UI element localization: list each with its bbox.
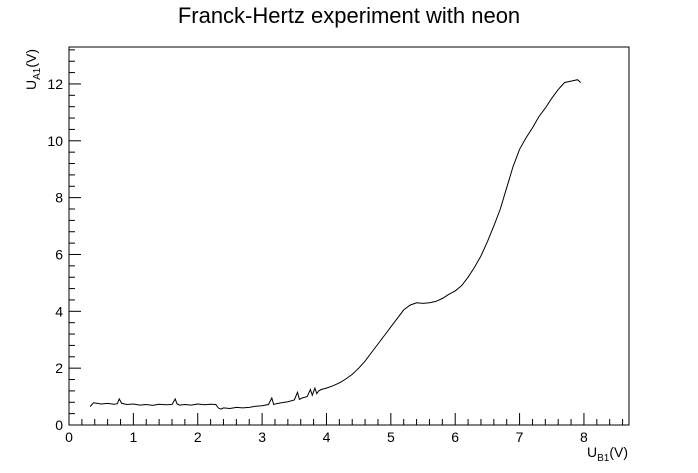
x-tick-label: 7 <box>516 429 524 445</box>
x-axis-label-main: U <box>587 444 597 460</box>
chart-title: Franck-Hertz experiment with neon <box>178 3 520 28</box>
y-tick-label: 0 <box>55 417 63 433</box>
y-tick-label: 2 <box>55 360 63 376</box>
x-tick-label: 1 <box>129 429 137 445</box>
x-tick-label: 6 <box>451 429 459 445</box>
plot-frame <box>68 46 630 426</box>
y-tick-label: 8 <box>55 190 63 206</box>
y-tick-label: 10 <box>47 133 63 149</box>
x-axis-label-unit: (V) <box>609 444 628 460</box>
y-axis-label-main: U <box>23 80 39 90</box>
y-axis-label-unit: (V) <box>23 49 39 68</box>
x-axis-label: UB1(V) <box>587 444 628 464</box>
x-tick-label: 4 <box>323 429 331 445</box>
x-tick-label: 8 <box>580 429 588 445</box>
y-axis-label-sub: A1 <box>32 67 43 80</box>
series-line <box>89 79 582 410</box>
x-tick-label: 0 <box>65 429 73 445</box>
x-tick-label: 5 <box>387 429 395 445</box>
x-tick-label: 2 <box>194 429 202 445</box>
y-axis-label: UA1(V) <box>23 49 43 90</box>
series-layer <box>89 79 582 410</box>
x-axis-label-sub: B1 <box>597 453 610 464</box>
y-tick-label: 12 <box>47 76 63 92</box>
x-tick-label: 3 <box>258 429 266 445</box>
y-tick-label: 6 <box>55 246 63 262</box>
y-tick-label: 4 <box>55 303 63 319</box>
